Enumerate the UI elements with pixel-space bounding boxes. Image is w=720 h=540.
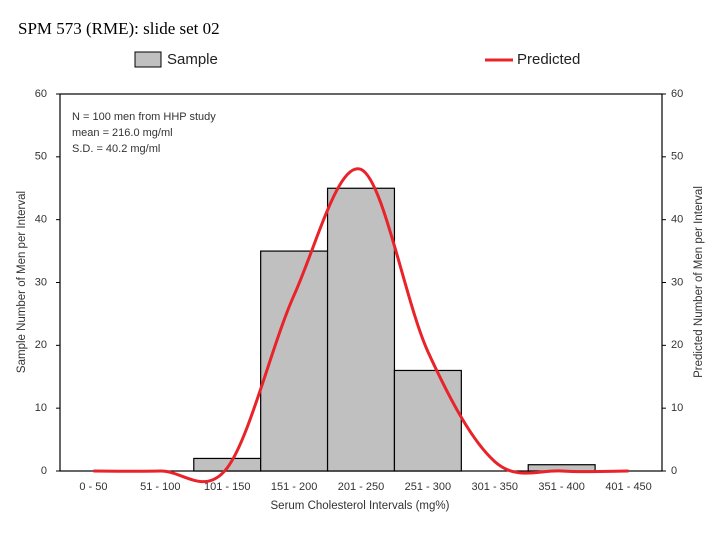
annotation: mean = 216.0 mg/ml [72, 127, 173, 139]
legend-label: Predicted [517, 51, 580, 68]
page-title: SPM 573 (RME): slide set 02 [18, 19, 220, 38]
x-tick-label: 251 - 300 [405, 481, 451, 493]
x-tick-label: 201 - 250 [338, 481, 384, 493]
x-tick-label: 51 - 100 [140, 481, 180, 493]
x-axis-title: Serum Cholesterol Intervals (mg%) [271, 500, 450, 512]
x-tick-label: 101 - 150 [204, 481, 250, 493]
annotation: S.D. = 40.2 mg/ml [72, 143, 160, 155]
y-tick-label: 50 [35, 151, 47, 163]
y2-tick-label: 50 [671, 151, 683, 163]
y-tick-label: 60 [35, 88, 47, 100]
y2-tick-label: 10 [671, 402, 683, 414]
y2-tick-label: 0 [671, 465, 677, 477]
y2-tick-label: 20 [671, 339, 683, 351]
x-tick-label: 401 - 450 [605, 481, 651, 493]
x-tick-label: 301 - 350 [472, 481, 518, 493]
annotation: N = 100 men from HHP study [72, 111, 216, 123]
x-tick-label: 351 - 400 [538, 481, 584, 493]
y-axis-title: Sample Number of Men per Interval [16, 191, 28, 373]
y-tick-label: 10 [35, 402, 47, 414]
y-tick-label: 30 [35, 276, 47, 288]
y-tick-label: 40 [35, 214, 47, 226]
legend-swatch [134, 51, 162, 68]
legend-label: Sample [167, 51, 218, 68]
y2-tick-label: 30 [671, 276, 683, 288]
x-tick-label: 0 - 50 [79, 481, 107, 493]
line [93, 167, 629, 483]
y-tick-label: 0 [41, 465, 47, 477]
y2-axis-title: Predicted Number of Men per Interval [693, 186, 705, 378]
y2-tick-label: 40 [671, 214, 683, 226]
y-tick-label: 20 [35, 339, 47, 351]
bar [393, 369, 462, 472]
y2-tick-label: 60 [671, 88, 683, 100]
x-tick-label: 151 - 200 [271, 481, 317, 493]
bar [326, 187, 396, 472]
